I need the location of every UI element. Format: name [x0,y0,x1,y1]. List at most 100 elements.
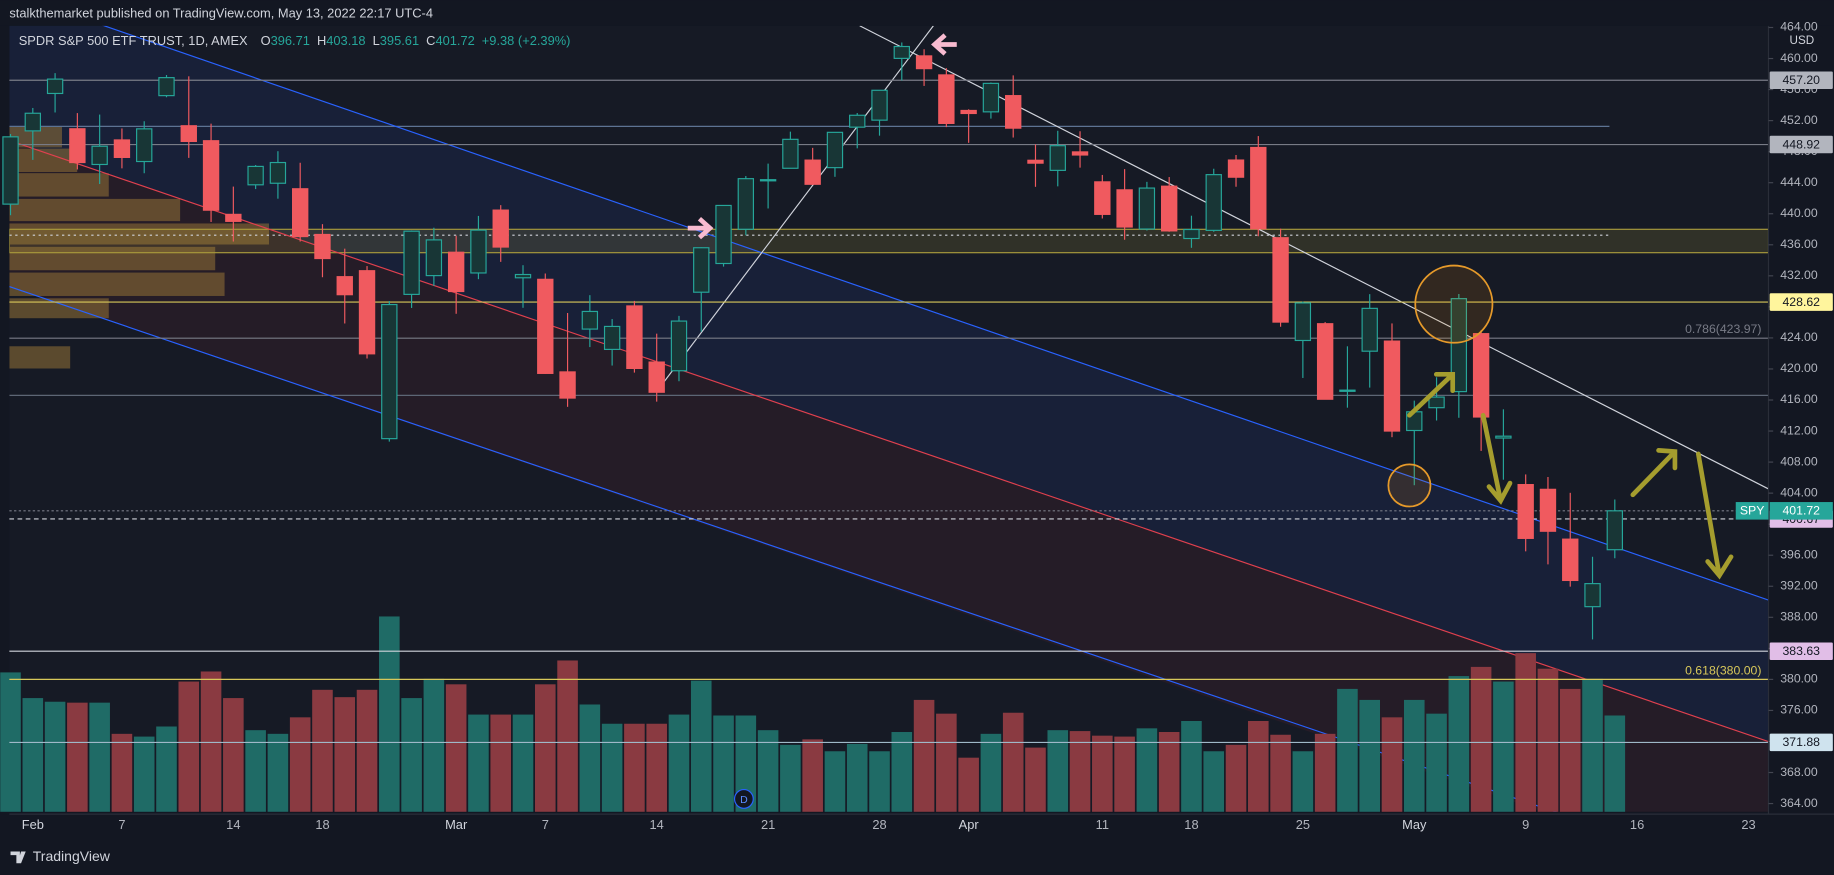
volume-bar [267,733,289,812]
volume-bar [401,698,422,812]
candle-body [893,45,910,59]
volume-bar [802,739,823,812]
volume-bar [891,732,913,812]
candle-body [1539,488,1557,532]
candle-body [1584,583,1601,608]
legend-value: 396.71 [271,34,310,49]
volume-bar [1337,688,1358,812]
x-tick-label: Apr [959,817,980,832]
price-line-label-bg [1769,135,1833,154]
profile-bar [9,126,62,148]
highlight-circle [1414,264,1494,344]
candle-body [113,139,131,158]
volume-bar [1158,732,1180,812]
x-tick-label: Feb [22,817,44,832]
candle-body [425,239,443,277]
volume-bar [1136,728,1158,812]
volume-bar [1470,666,1492,812]
candle-body [1316,323,1334,400]
x-tick-label: 14 [226,817,240,832]
volume-bar [1025,747,1046,812]
volume-bar [869,751,890,812]
y-tick-label: 376.00 [1780,703,1818,717]
arrow [1695,451,1734,580]
resistance-zone [9,228,1769,254]
profile-bar [9,198,181,222]
y-tick-label: 424.00 [1780,330,1818,344]
candle-body [982,82,1000,113]
candle-body [358,270,376,355]
candle-body [1027,159,1044,164]
symbol-tag-bg [1735,502,1769,520]
legend-value: 403.18 [326,34,365,49]
volume-bar [1582,678,1603,812]
candle-body [336,276,353,296]
trendline-up [660,25,934,387]
last-price-bg [1769,502,1833,520]
y-tick-label: 464.00 [1780,20,1818,34]
x-tick-label: 14 [650,817,664,832]
arrow [1407,372,1456,418]
volume-bar [913,699,935,812]
volume-bar [1515,653,1536,812]
currency: USD [1790,34,1815,47]
y-tick-label: 396.00 [1780,547,1818,561]
volume-bar [1537,668,1559,812]
profile-bar [9,148,78,172]
candle-body [1495,435,1512,439]
y-tick-label: 364.00 [1780,796,1818,810]
candle-body [1205,174,1222,231]
x-tick-label: May [1402,817,1427,832]
candle-body [24,112,41,132]
candle-body [938,74,955,124]
volume-bar [445,684,467,812]
price-line-label-bg [1769,293,1833,311]
volume-bar [980,733,1002,812]
candle-body [1250,146,1267,230]
legend-value: 401.72 [435,34,474,49]
dividend-letter: D [740,794,748,806]
volume-profile [9,126,270,369]
y-tick-label: 404.00 [1780,485,1818,499]
candle-body [292,188,309,238]
x-tick-label: 11 [1096,817,1109,832]
fib-label: 0.618(380.00) [1685,663,1761,677]
volume-bar [757,730,779,812]
y-tick-label: 420.00 [1780,361,1818,375]
volume-bar [22,698,44,812]
candle-body [849,114,866,128]
candle-body [1472,333,1490,418]
x-tick-label: 21 [761,817,775,832]
price-line-label: 383.63 [1782,644,1820,658]
candle-body [626,305,643,370]
y-tick-label: 460.00 [1780,51,1818,65]
volume-bar [1203,751,1225,812]
volume-bar [557,660,578,812]
symbol-legend: SPDR S&P 500 ETF TRUST, 1D, AMEX O396.71… [19,34,571,49]
candle-body [1272,237,1289,323]
y-tick-label: 368.00 [1780,765,1818,779]
candle-body [826,131,844,169]
volume-bar [1047,730,1069,812]
price-line-label: 448.92 [1782,137,1820,151]
volume-bar [846,743,868,812]
volume-bar [1181,720,1202,812]
volume-bar [1248,720,1269,812]
candle-body [91,145,108,166]
candle-body [782,138,799,169]
symbol-title: SPDR S&P 500 ETF TRUST, 1D, AMEX [19,34,248,49]
volume-bar [379,616,400,812]
candle-body [514,273,532,279]
candle-body [269,161,287,184]
candle-body [1227,159,1245,178]
legend-key: L [373,34,380,49]
x-tick-label: 18 [1184,817,1198,832]
fib-label: 0.786(423.97) [1685,322,1761,336]
candle-body [603,325,621,350]
candle-body [1049,145,1066,171]
volume-bar [1559,688,1581,812]
pink-arrow [687,217,714,240]
y-tick-label: 412.00 [1780,423,1818,437]
